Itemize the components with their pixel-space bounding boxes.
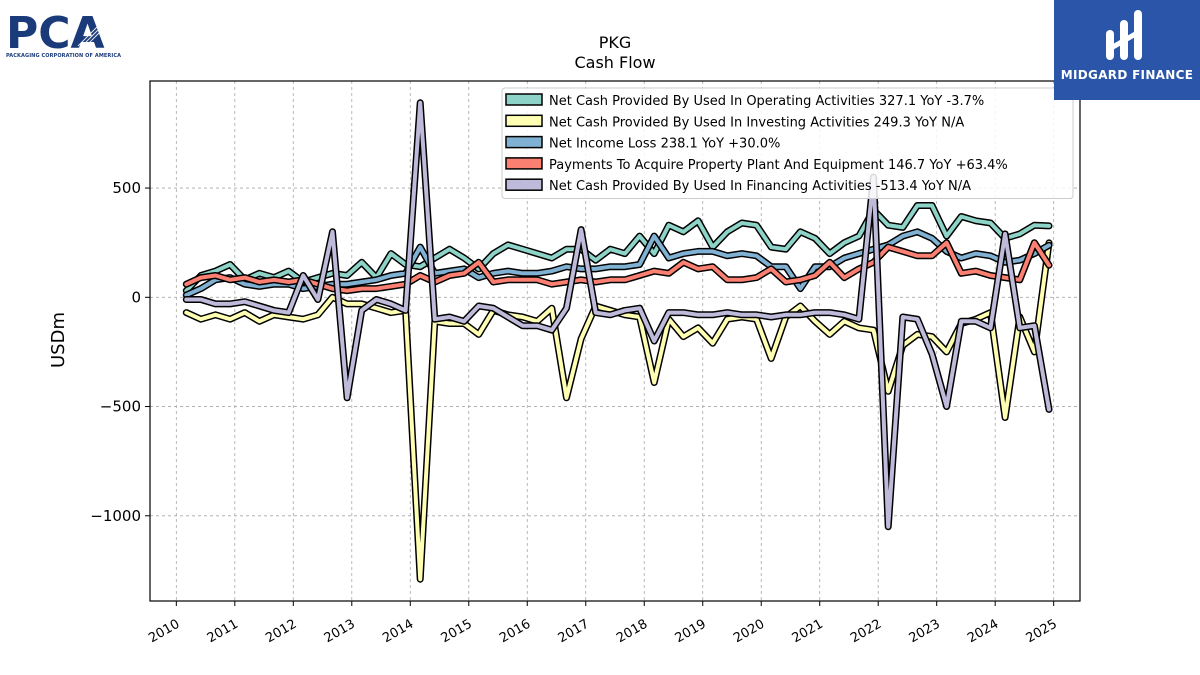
x-tick-label: 2024	[965, 617, 1001, 647]
pca-logo-subtitle: PACKAGING CORPORATION OF AMERICA	[6, 53, 122, 59]
series-line	[184, 240, 1051, 293]
x-tick-label: 2025	[1024, 617, 1060, 647]
y-tick-label: −500	[100, 398, 141, 416]
legend-swatch	[505, 157, 543, 170]
chart-subtitle: Cash Flow	[574, 53, 655, 72]
legend-swatch	[505, 135, 543, 149]
series-line	[184, 100, 1051, 529]
legend-label: Net Cash Provided By Used In Operating A…	[549, 94, 984, 109]
x-tick-label: 2023	[907, 617, 943, 647]
chart-title: PKG	[599, 33, 632, 52]
legend-swatch	[505, 93, 543, 106]
legend: Net Cash Provided By Used In Operating A…	[501, 87, 1074, 199]
x-tick-label: 2011	[205, 617, 241, 647]
x-tick-label: 2019	[673, 617, 709, 647]
pca-logo-mark: PCA	[6, 8, 117, 59]
legend-label: Net Income Loss 238.1 YoY +30.0%	[549, 137, 780, 152]
plot-frame	[149, 80, 1081, 602]
y-tick-label: 500	[112, 179, 141, 197]
x-tick-label: 2015	[439, 617, 475, 647]
legend-label: Payments To Acquire Property Plant And E…	[549, 158, 1008, 173]
series-line	[184, 203, 1051, 293]
x-tick-label: 2017	[556, 617, 592, 647]
pca-logo-text: PCA	[6, 8, 105, 54]
legend-box	[501, 87, 1074, 199]
series-group	[182, 99, 1053, 583]
x-tick-label: 2013	[322, 617, 358, 647]
midgard-finance-text: MIDGARD FINANCE	[1060, 68, 1194, 82]
y-tick-label: 0	[131, 288, 141, 306]
x-tick-label: 2020	[731, 617, 767, 647]
legend-label: Net Cash Provided By Used In Investing A…	[549, 115, 964, 130]
x-tick-label: 2022	[848, 617, 884, 647]
x-tick-label: 2018	[614, 617, 650, 647]
x-tick-label: 2016	[497, 617, 533, 647]
y-axis-label: USDm	[48, 312, 69, 368]
x-tick-label: 2010	[146, 617, 182, 647]
legend-swatch	[505, 114, 543, 128]
pca-logo: PCA PACKAGING CORPORATION OF AMERICA	[6, 6, 122, 62]
midgard-emblem-icon	[1106, 10, 1142, 60]
y-tick-label: −1000	[90, 507, 141, 525]
x-tick-label: 2012	[263, 617, 299, 647]
legend-label: Net Cash Provided By Used In Financing A…	[549, 179, 971, 194]
legend-swatch	[505, 178, 543, 191]
midgard-finance-logo: MIDGARD FINANCE	[1054, 0, 1200, 100]
x-tick-label: 2014	[380, 617, 416, 647]
x-tick-label: 2021	[790, 617, 826, 647]
